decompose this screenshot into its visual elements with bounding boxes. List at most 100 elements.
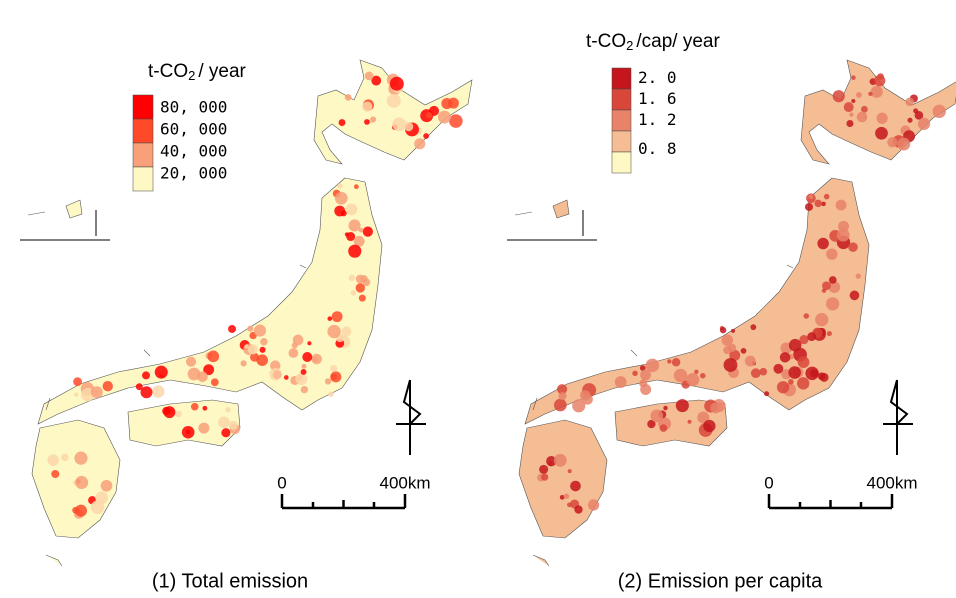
region (905, 97, 914, 106)
region (302, 352, 312, 362)
region (175, 411, 182, 418)
region (47, 454, 59, 466)
region (346, 204, 358, 216)
region (580, 390, 590, 400)
region (73, 377, 82, 386)
region (356, 283, 365, 292)
region (848, 242, 858, 252)
region (686, 373, 699, 386)
region (339, 119, 346, 126)
region (354, 184, 359, 189)
scale-bar (282, 494, 405, 508)
caption: (1) Total emission (152, 570, 308, 592)
region (788, 366, 801, 379)
region (887, 137, 897, 147)
region (186, 357, 196, 367)
region (51, 470, 59, 478)
scale-label: 400km (866, 473, 917, 492)
region (805, 367, 818, 380)
region (667, 359, 671, 363)
region (731, 329, 735, 333)
region (207, 350, 219, 362)
legend-swatch (612, 131, 631, 152)
region (95, 491, 108, 504)
region (788, 379, 794, 385)
region (254, 325, 266, 337)
region (248, 344, 258, 354)
region (868, 92, 872, 96)
region (325, 378, 331, 384)
region (289, 348, 299, 358)
region (817, 238, 828, 249)
region (423, 133, 429, 139)
region (846, 120, 853, 127)
region (807, 332, 816, 341)
region (720, 327, 726, 333)
region (101, 480, 113, 492)
region (809, 194, 814, 199)
region (588, 499, 599, 510)
region (773, 364, 783, 374)
region (218, 417, 230, 429)
region (91, 386, 103, 398)
region (777, 381, 789, 393)
region (162, 407, 170, 415)
region (359, 228, 364, 233)
region (741, 348, 747, 354)
region (826, 297, 839, 310)
region (558, 392, 566, 400)
region (913, 108, 918, 113)
legend-swatch (612, 110, 631, 131)
region (805, 203, 813, 211)
region (390, 77, 404, 91)
region (568, 469, 572, 473)
region (857, 112, 868, 123)
region (833, 90, 845, 102)
region (260, 338, 268, 346)
region (897, 138, 910, 151)
legend-label: 1. 6 (638, 89, 677, 108)
region (570, 481, 581, 492)
region (826, 248, 837, 259)
region (72, 507, 79, 514)
region (821, 202, 826, 207)
region (302, 364, 307, 369)
region (61, 454, 68, 461)
region (345, 94, 352, 101)
region (850, 291, 860, 301)
legend-label: 60, 000 (160, 120, 227, 139)
region (247, 326, 253, 332)
region (851, 75, 856, 80)
legend-swatch (612, 68, 631, 89)
region (849, 113, 853, 117)
region (798, 356, 810, 368)
region (327, 316, 332, 321)
region (722, 334, 733, 345)
north-arrow (396, 380, 426, 455)
region (663, 406, 667, 410)
region (694, 370, 698, 374)
region (301, 386, 308, 393)
region (672, 358, 680, 366)
region (229, 421, 238, 430)
region (574, 505, 582, 513)
region (182, 426, 195, 439)
region (188, 368, 201, 381)
region (360, 275, 367, 282)
legend-title-sub: 2 (626, 38, 633, 53)
legend-title: t-CO2/cap/ year (586, 31, 720, 53)
legend-title-sub: 2 (188, 68, 195, 83)
region (392, 117, 406, 131)
legend-swatch (133, 143, 153, 167)
region (564, 493, 569, 498)
region (861, 106, 868, 113)
region (225, 407, 230, 412)
legend-label: 80, 000 (160, 98, 227, 117)
region (359, 295, 366, 302)
region (822, 288, 826, 292)
region (745, 356, 756, 367)
region (346, 232, 355, 241)
region (341, 326, 351, 336)
region (426, 112, 432, 118)
region (836, 200, 847, 211)
